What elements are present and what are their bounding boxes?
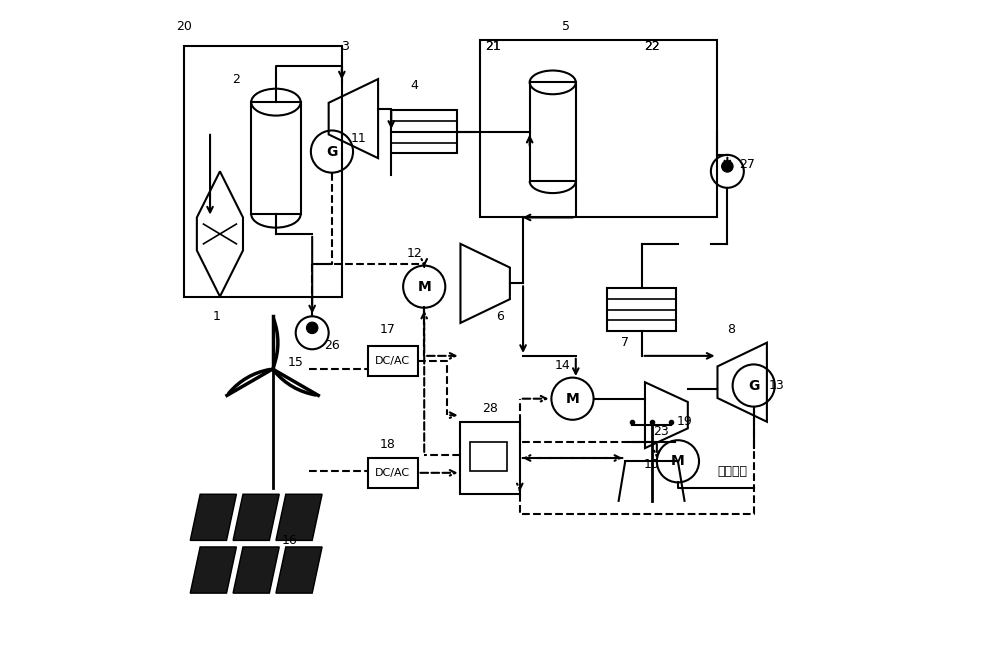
Text: M: M (566, 391, 579, 406)
Text: G: G (326, 144, 338, 159)
Text: 20: 20 (176, 20, 192, 33)
Text: 11: 11 (350, 132, 366, 145)
Text: 22: 22 (644, 40, 659, 53)
Text: M: M (417, 279, 431, 294)
Circle shape (722, 161, 733, 172)
Bar (607, 289, 676, 331)
Bar (184, 46, 342, 297)
Bar (251, 102, 301, 214)
Text: M: M (671, 454, 685, 469)
Circle shape (306, 322, 318, 333)
Text: 13: 13 (769, 379, 785, 392)
Bar (470, 442, 507, 471)
Text: 26: 26 (324, 339, 340, 353)
Text: 14: 14 (555, 359, 570, 372)
Text: 21: 21 (486, 40, 501, 53)
Text: 12: 12 (406, 247, 422, 260)
Polygon shape (276, 547, 322, 593)
Text: 17: 17 (380, 323, 396, 336)
Text: DC/AC: DC/AC (375, 356, 410, 366)
Polygon shape (233, 494, 279, 540)
Text: DC/AC: DC/AC (375, 468, 410, 478)
Text: 6: 6 (496, 310, 504, 323)
Bar (480, 40, 717, 217)
Polygon shape (233, 547, 279, 593)
Text: 3: 3 (341, 40, 349, 53)
Text: 15: 15 (288, 356, 304, 369)
Polygon shape (276, 494, 322, 540)
Text: 8: 8 (727, 323, 735, 336)
Text: 28: 28 (482, 402, 498, 415)
Bar (368, 346, 418, 376)
Text: 16: 16 (281, 534, 297, 547)
Text: 19: 19 (677, 415, 692, 428)
Text: 5: 5 (562, 20, 570, 33)
Text: 22: 22 (644, 40, 659, 53)
Text: 27: 27 (739, 158, 755, 171)
Text: 18: 18 (380, 438, 396, 451)
Text: 2: 2 (232, 72, 240, 86)
Polygon shape (190, 494, 236, 540)
Text: 4: 4 (410, 79, 418, 92)
Bar (530, 82, 576, 181)
Text: 7: 7 (621, 336, 629, 349)
Text: 热能输出: 热能输出 (717, 465, 747, 478)
Text: G: G (748, 378, 759, 393)
Text: 10: 10 (644, 458, 660, 471)
Bar (391, 111, 457, 153)
Polygon shape (190, 547, 236, 593)
Text: 21: 21 (486, 40, 501, 53)
Text: 23: 23 (654, 425, 669, 438)
Bar (368, 458, 418, 488)
Bar (460, 422, 520, 494)
Text: 1: 1 (213, 310, 221, 323)
